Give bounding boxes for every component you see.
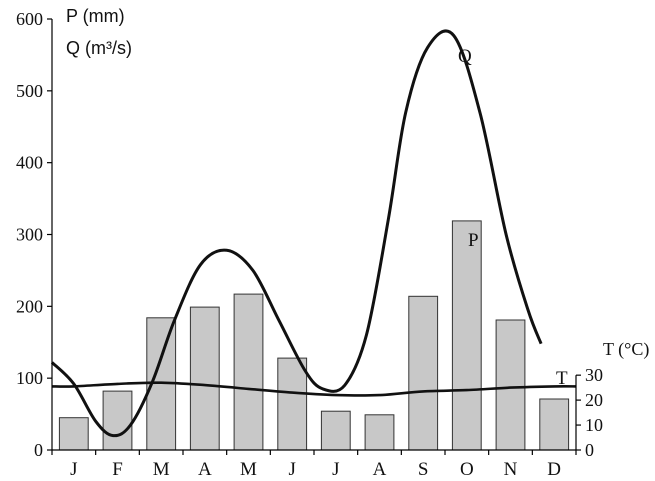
series-t-line [51,381,577,397]
series-label-q: Q [458,46,472,67]
x-tick-label-6: J [288,459,295,480]
bar-12 [539,398,570,451]
bar-4 [189,306,220,451]
secondary-tick-label-10: 10 [585,415,603,435]
x-tick-label-2: F [112,459,123,480]
primary-tick-label-400: 400 [16,153,43,173]
x-tick-label-5: M [240,459,257,480]
primary-axis-title-p: P (mm) [66,6,125,26]
series-q-line [50,29,543,438]
primary-axis-title-q: Q (m³/s) [66,38,132,58]
primary-tick-label-300: 300 [16,225,43,245]
x-tick-label-3: M [153,459,170,480]
bar-6 [277,357,308,451]
bar-10 [451,220,482,451]
x-tick-label-9: S [418,459,429,480]
x-tick-label-12: D [547,459,561,480]
series-label-p: P [468,230,479,251]
primary-tick-label-100: 100 [16,368,43,388]
axes-layer [47,18,581,455]
x-tick-label-11: N [504,459,518,480]
primary-tick-label-200: 200 [16,296,43,316]
bar-1 [58,417,89,451]
series-label-t: T [556,368,568,389]
x-tick-label-8: A [373,459,387,480]
x-tick-label-10: O [460,459,474,480]
primary-tick-label-500: 500 [16,81,43,101]
secondary-tick-label-0: 0 [585,440,594,460]
secondary-tick-label-30: 30 [585,365,603,385]
primary-tick-label-600: 600 [16,9,43,29]
secondary-axis-title: T (°C) [603,339,649,360]
x-tick-label-4: A [198,459,212,480]
x-tick-label-7: J [332,459,339,480]
labels-layer: 0 100 200 300 400 500 600 0 10 20 30 J F M A M J J A S O N D P … [16,6,649,480]
bar-7 [320,410,351,451]
primary-tick-label-0: 0 [34,440,43,460]
bar-8 [364,414,395,451]
x-tick-label-1: J [70,459,77,480]
bar-5 [233,293,264,451]
lines-layer [50,29,577,438]
bar-11 [495,319,526,451]
bar-9 [408,295,439,451]
secondary-tick-label-20: 20 [585,390,603,410]
bar-2 [102,390,133,451]
